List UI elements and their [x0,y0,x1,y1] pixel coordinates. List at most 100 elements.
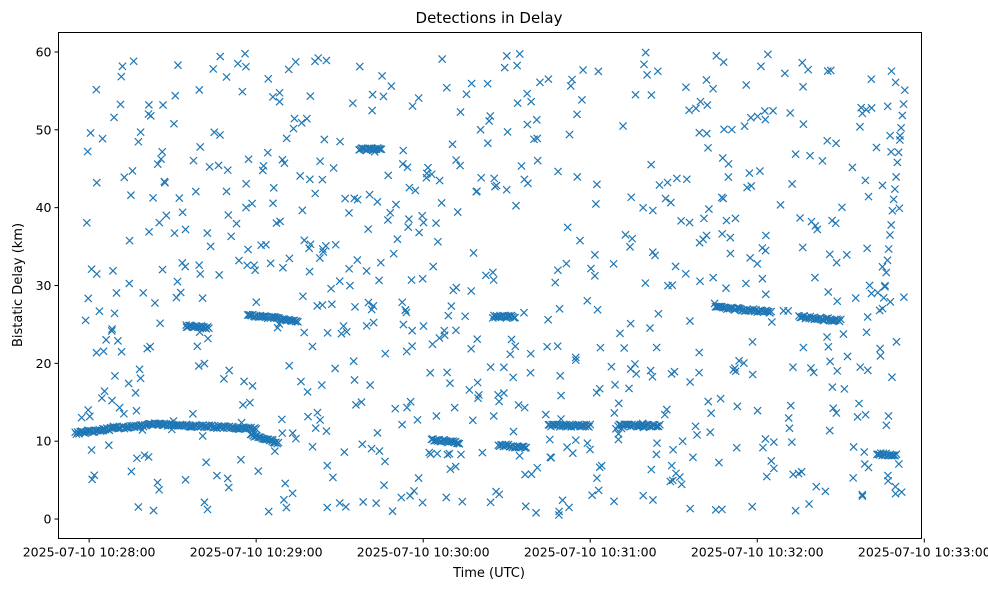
data-point [769,464,778,473]
data-point [222,72,231,81]
data-point [269,183,278,192]
data-point [359,497,368,506]
data-point [175,194,184,203]
data-point [403,163,412,172]
data-point [562,259,571,268]
data-point [507,335,516,344]
data-point [442,493,451,502]
data-point [268,92,277,101]
data-point [627,193,636,202]
data-point [885,230,894,240]
data-point [455,439,464,448]
data-point [406,491,415,500]
data-point [826,357,835,366]
data-point [157,155,166,164]
data-point [149,193,158,202]
data-point [621,230,630,239]
data-point [467,344,476,353]
data-point [566,81,575,90]
data-point [418,211,427,220]
data-point [892,172,901,181]
data-point [77,413,86,422]
data-point [125,279,134,288]
data-point [203,229,212,238]
data-point [823,332,832,342]
data-point [818,156,827,165]
data-point [709,273,718,282]
data-point [735,356,744,365]
data-point [653,422,662,431]
data-point [758,443,767,452]
data-point [242,179,251,188]
data-point [655,420,664,429]
data-point [150,298,159,307]
data-point [216,52,225,61]
data-point [110,113,119,122]
data-point [894,148,903,157]
data-point [351,400,360,409]
x-tick-label: 2025-07-10 10:33:00 [858,545,988,560]
data-point [731,367,740,376]
data-point [311,424,320,433]
data-point [825,426,834,435]
data-point [583,439,592,448]
data-point [483,79,492,88]
data-point [92,348,101,357]
data-point [285,361,294,370]
data-point [883,471,892,480]
data-point [442,83,451,92]
data-point [527,470,536,479]
data-point [703,100,712,110]
data-point [858,109,867,118]
data-point [743,183,752,192]
data-point [264,507,273,516]
data-point [90,471,99,480]
data-point [586,420,595,429]
data-point [335,499,344,508]
data-point [891,78,900,87]
data-point [425,448,434,457]
data-point [198,431,207,440]
data-point [826,66,835,75]
data-point [232,219,241,228]
data-point [423,163,432,172]
data-point [323,503,332,512]
data-point [791,150,800,159]
data-point [747,181,756,191]
data-point [291,434,300,443]
data-point [655,180,664,189]
data-point [119,409,128,418]
data-point [104,441,113,450]
data-point [445,449,454,458]
data-point [626,319,635,328]
data-point [195,261,204,270]
data-point [462,90,471,99]
data-point [769,106,778,115]
data-point [654,309,663,318]
data-point [786,401,795,410]
data-point [753,259,762,268]
data-point [358,440,367,449]
data-point [586,264,595,273]
data-point [443,450,452,459]
data-point [796,213,805,223]
data-point [193,342,202,351]
data-point [867,75,876,84]
x-tick-label: 2025-07-10 10:29:00 [190,545,323,560]
data-point [556,371,565,380]
data-point [677,216,686,225]
data-point [456,108,465,117]
data-point [667,369,676,378]
data-point [202,458,211,467]
data-point [139,288,148,297]
data-point [741,279,750,288]
data-point [520,403,529,412]
data-point [398,420,407,429]
data-point [563,223,572,232]
y-axis-label: Bistatic Delay (km) [11,223,26,347]
data-point [328,473,337,482]
data-point [473,335,482,344]
data-point [429,262,438,271]
data-point [557,391,566,400]
data-point [878,181,887,190]
